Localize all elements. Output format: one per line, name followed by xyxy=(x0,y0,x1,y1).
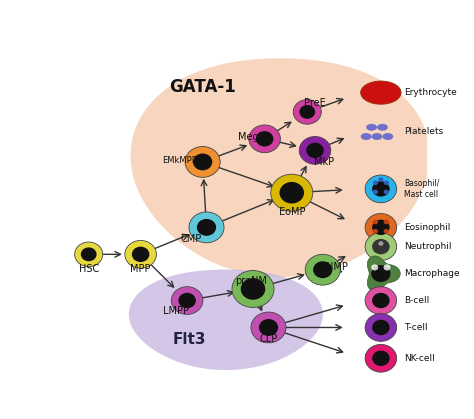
Circle shape xyxy=(197,219,216,236)
Circle shape xyxy=(365,175,397,203)
Circle shape xyxy=(132,247,149,262)
Circle shape xyxy=(365,233,397,261)
Ellipse shape xyxy=(361,133,372,140)
Circle shape xyxy=(313,261,332,278)
Circle shape xyxy=(171,287,203,314)
Circle shape xyxy=(178,293,196,308)
Polygon shape xyxy=(129,269,323,370)
Text: CMP: CMP xyxy=(181,234,201,244)
Text: LMPP: LMPP xyxy=(163,305,189,316)
Text: NMP: NMP xyxy=(326,262,347,272)
Circle shape xyxy=(271,174,313,211)
Circle shape xyxy=(241,278,265,300)
Text: B-cell: B-cell xyxy=(404,296,429,305)
Circle shape xyxy=(232,271,274,308)
Circle shape xyxy=(373,229,378,233)
Text: Erythrocyte: Erythrocyte xyxy=(404,88,457,97)
Polygon shape xyxy=(367,256,400,291)
Circle shape xyxy=(365,313,397,341)
Text: Flt3: Flt3 xyxy=(173,331,206,347)
Circle shape xyxy=(383,181,389,185)
Circle shape xyxy=(365,214,397,241)
Circle shape xyxy=(125,241,156,268)
Text: GATA-1: GATA-1 xyxy=(169,78,236,96)
Circle shape xyxy=(383,220,389,224)
Ellipse shape xyxy=(361,81,401,104)
Ellipse shape xyxy=(366,124,377,131)
Circle shape xyxy=(372,293,390,308)
Circle shape xyxy=(365,287,397,314)
Circle shape xyxy=(371,264,378,271)
Circle shape xyxy=(383,264,391,271)
Circle shape xyxy=(306,143,324,158)
Circle shape xyxy=(372,351,390,366)
Circle shape xyxy=(280,182,304,204)
Text: T-cell: T-cell xyxy=(404,323,428,332)
Circle shape xyxy=(372,181,390,197)
Text: Platelets: Platelets xyxy=(404,127,443,136)
Text: EoMP: EoMP xyxy=(279,207,305,217)
Text: HSC: HSC xyxy=(79,264,99,274)
Circle shape xyxy=(249,125,281,153)
Circle shape xyxy=(378,177,383,182)
Circle shape xyxy=(372,239,390,254)
Circle shape xyxy=(371,265,391,282)
Circle shape xyxy=(256,131,273,147)
Circle shape xyxy=(373,220,378,224)
Circle shape xyxy=(373,181,378,185)
Ellipse shape xyxy=(377,124,388,131)
Circle shape xyxy=(372,320,390,335)
Text: CLP: CLP xyxy=(259,334,278,344)
Circle shape xyxy=(373,190,378,194)
Circle shape xyxy=(378,241,383,246)
Text: NK-cell: NK-cell xyxy=(404,354,435,363)
Circle shape xyxy=(259,319,278,336)
Circle shape xyxy=(299,137,331,164)
Text: MegE: MegE xyxy=(238,132,265,142)
Circle shape xyxy=(193,153,212,171)
Circle shape xyxy=(81,247,97,261)
Circle shape xyxy=(75,242,103,266)
Circle shape xyxy=(305,254,340,285)
Circle shape xyxy=(189,212,224,243)
Text: Eosinophil: Eosinophil xyxy=(404,223,450,232)
Circle shape xyxy=(251,312,286,343)
Text: MkP: MkP xyxy=(314,157,334,167)
Text: EMkMPP: EMkMPP xyxy=(162,156,197,165)
Circle shape xyxy=(293,100,321,124)
Circle shape xyxy=(383,190,389,194)
Circle shape xyxy=(372,220,390,235)
Ellipse shape xyxy=(372,133,383,140)
Text: Basophil/
Mast cell: Basophil/ Mast cell xyxy=(404,179,439,199)
Circle shape xyxy=(383,229,389,233)
Circle shape xyxy=(300,105,315,119)
Text: preNM: preNM xyxy=(236,276,267,286)
Circle shape xyxy=(185,147,220,177)
Text: Macrophage: Macrophage xyxy=(404,269,460,278)
Text: PreE: PreE xyxy=(304,98,326,108)
Polygon shape xyxy=(130,58,430,277)
Ellipse shape xyxy=(383,133,393,140)
Circle shape xyxy=(365,344,397,372)
Text: Neutrophil: Neutrophil xyxy=(404,242,452,251)
Text: MPP: MPP xyxy=(130,264,151,274)
